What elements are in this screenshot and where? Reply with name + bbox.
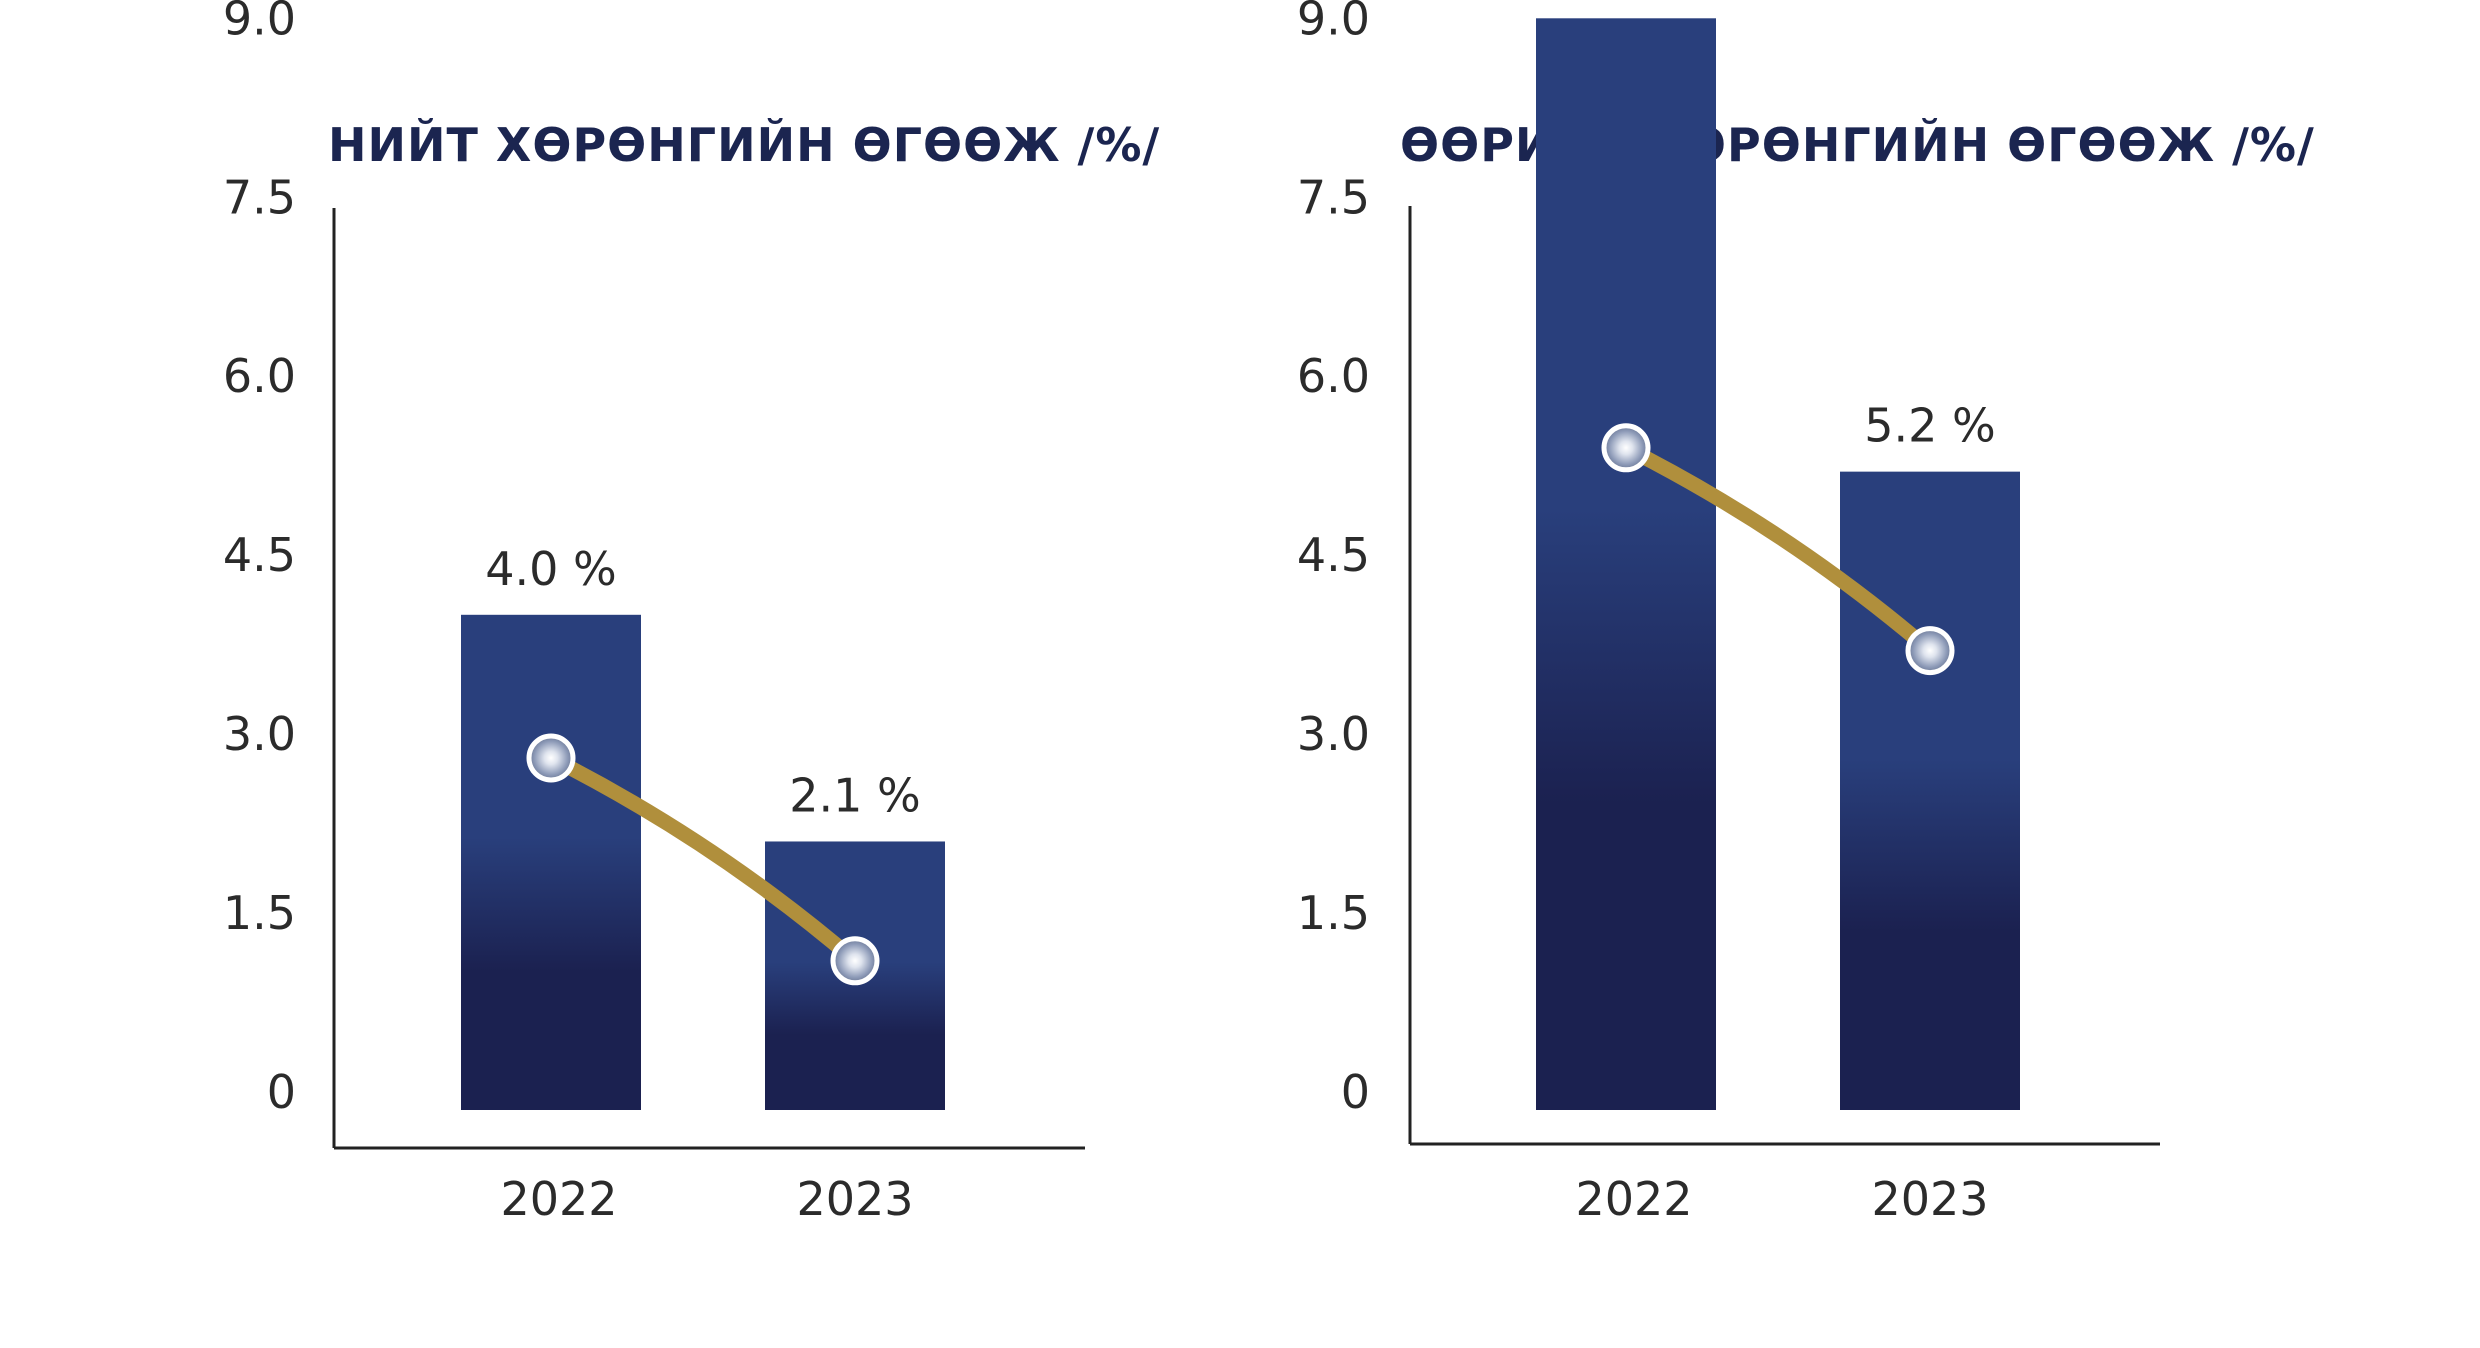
chart-panel-equity: ӨӨРИЙН ХӨРӨНГИЙН ӨГӨӨЖ /%/ 0 1.5 3.0 4.5 6.0… (1240, 0, 2480, 1348)
trend-marker (526, 733, 576, 783)
trend-line (1618, 440, 1938, 659)
y-tick-label: 9.0 (1297, 0, 1370, 45)
trend-marker (1601, 423, 1651, 473)
y-tick-label: 1.5 (1297, 886, 1370, 940)
x-tick-label: 2022 (500, 1172, 617, 1226)
y-tick-label: 7.5 (223, 170, 296, 224)
y-tick-label: 7.5 (1297, 170, 1370, 224)
x-tick-label: 2023 (796, 1172, 913, 1226)
chart-panel-total-assets: НИЙТ ХӨРӨНГИЙН ӨГӨӨЖ /%/ 0 1.5 3.0 4.5 6.0 7.… (223, 0, 1161, 1226)
trend-line (543, 750, 863, 969)
y-tick-label: 3.0 (223, 707, 296, 761)
y-tick-label: 9.0 (223, 0, 296, 45)
x-tick-label: 2022 (1575, 1172, 1692, 1226)
data-label: 5.2 % (1864, 399, 1996, 453)
y-tick-label: 1.5 (223, 886, 296, 940)
data-label: 4.0 % (485, 542, 617, 596)
y-tick-label: 3.0 (1297, 707, 1370, 761)
bar-2022 (1536, 18, 1716, 1110)
y-tick-label: 0 (267, 1065, 296, 1119)
y-tick-label: 4.5 (223, 528, 296, 582)
y-tick-label: 6.0 (223, 349, 296, 403)
data-label: 2.1 % (789, 768, 921, 822)
trend-marker (830, 936, 880, 986)
y-tick-label: 6.0 (1297, 349, 1370, 403)
trend-marker (1905, 626, 1955, 676)
bar-2023 (1840, 471, 2020, 1110)
y-tick-label: 4.5 (1297, 528, 1370, 582)
y-tick-label: 0 (1341, 1065, 1370, 1119)
chart-title: НИЙТ ХӨРӨНГИЙН ӨГӨӨЖ /%/ (328, 118, 1161, 172)
bar-2022 (461, 614, 641, 1110)
x-tick-label: 2023 (1871, 1172, 1988, 1226)
